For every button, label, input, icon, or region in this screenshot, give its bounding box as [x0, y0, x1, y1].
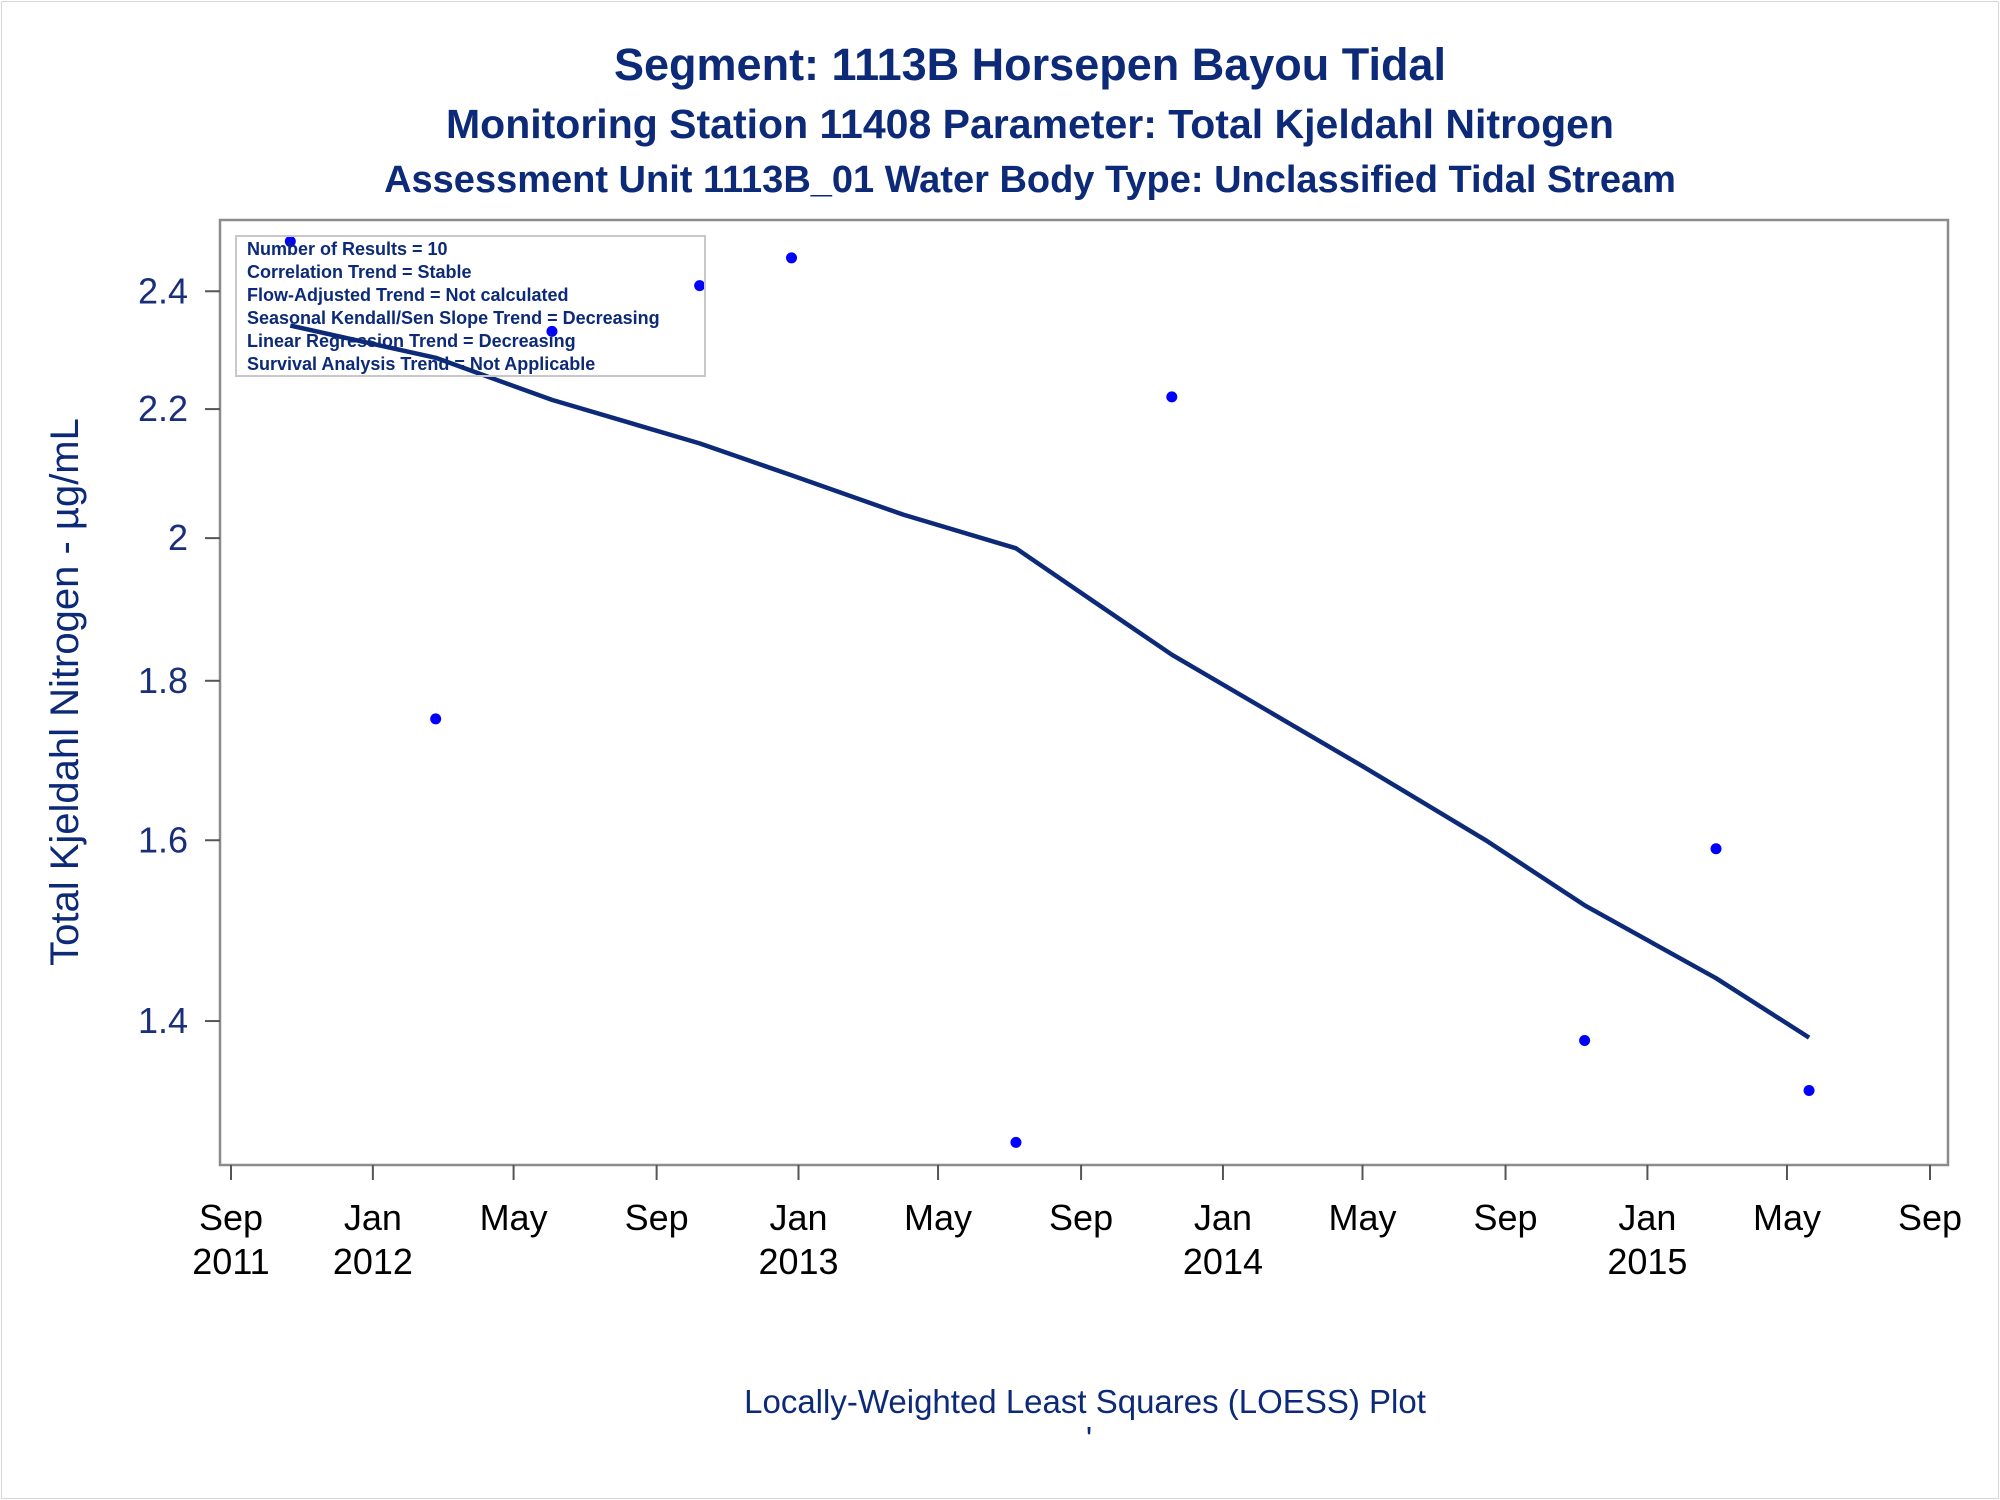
stats-line-correlation: Correlation Trend = Stable [247, 262, 472, 282]
x-tick-label: May [1328, 1197, 1396, 1238]
data-point [1579, 1035, 1591, 1047]
x-tick-year-label: 2011 [192, 1241, 269, 1282]
x-tick-label: Sep [1898, 1197, 1962, 1238]
x-tick-label: Jan [344, 1197, 402, 1238]
chart-subtitle-2: Assessment Unit 1113B_01 Water Body Type… [384, 159, 1676, 201]
y-tick-label: 2.4 [138, 270, 188, 311]
data-point [1803, 1084, 1815, 1096]
y-axis-label: Total Kjeldahl Nitrogen - µg/mL [43, 418, 87, 966]
loess-line [289, 323, 1811, 1040]
y-tick-label: 2 [168, 517, 188, 558]
x-tick-year-label: 2013 [758, 1241, 838, 1282]
x-tick-label: Sep [199, 1197, 263, 1238]
data-point [430, 713, 442, 725]
stats-line-survival: Survival Analysis Trend = Not Applicable [247, 354, 595, 374]
data-point [284, 235, 296, 247]
y-tick-label: 1.8 [138, 660, 188, 701]
x-tick-label: Sep [625, 1197, 689, 1238]
x-tick-label: May [904, 1197, 972, 1238]
stats-line-linear-regression: Linear Regression Trend = Decreasing [247, 331, 576, 351]
loess-series [289, 323, 1811, 1040]
x-tick-label: May [480, 1197, 548, 1238]
stats-box-frame [235, 235, 706, 377]
x-tick-label: Jan [1194, 1197, 1252, 1238]
x-tick-label: May [1753, 1197, 1821, 1238]
stats-line-results: Number of Results = 10 [247, 239, 448, 259]
x-tick-label: Jan [1618, 1197, 1676, 1238]
y-tick-label: 1.4 [138, 1000, 188, 1041]
x-tick-year-label: 2014 [1183, 1241, 1263, 1282]
data-point [694, 280, 706, 292]
x-tick-label: Sep [1474, 1197, 1538, 1238]
y-tick-label: 1.6 [138, 819, 188, 860]
footnote-mark: ' [1086, 1420, 1092, 1457]
chart-footnote: Locally-Weighted Least Squares (LOESS) P… [744, 1383, 1426, 1420]
data-point [1710, 843, 1722, 855]
data-point [546, 325, 558, 337]
scatter-series [284, 235, 1815, 1148]
chart-subtitle: Monitoring Station 11408 Parameter: Tota… [446, 101, 1614, 147]
stats-line-flow-adjusted: Flow-Adjusted Trend = Not calculated [247, 285, 569, 305]
plot-area [218, 218, 1950, 1167]
chart-title: Segment: 1113B Horsepen Bayou Tidal [614, 39, 1446, 90]
stats-box: Number of Results = 10 Correlation Trend… [235, 235, 706, 377]
data-point [786, 252, 798, 264]
data-point [1166, 391, 1178, 403]
x-tick-year-label: 2012 [333, 1241, 413, 1282]
x-tick-label: Sep [1049, 1197, 1113, 1238]
y-axis: 1.4 1.6 1.8 2 2.2 2.4 [138, 270, 220, 1041]
x-tick-label: Jan [769, 1197, 827, 1238]
y-tick-label: 2.2 [138, 388, 188, 429]
data-point [1010, 1136, 1022, 1148]
x-tick-year-label: 2015 [1607, 1241, 1687, 1282]
stats-line-seasonal-kendall: Seasonal Kendall/Sen Slope Trend = Decre… [247, 308, 660, 328]
